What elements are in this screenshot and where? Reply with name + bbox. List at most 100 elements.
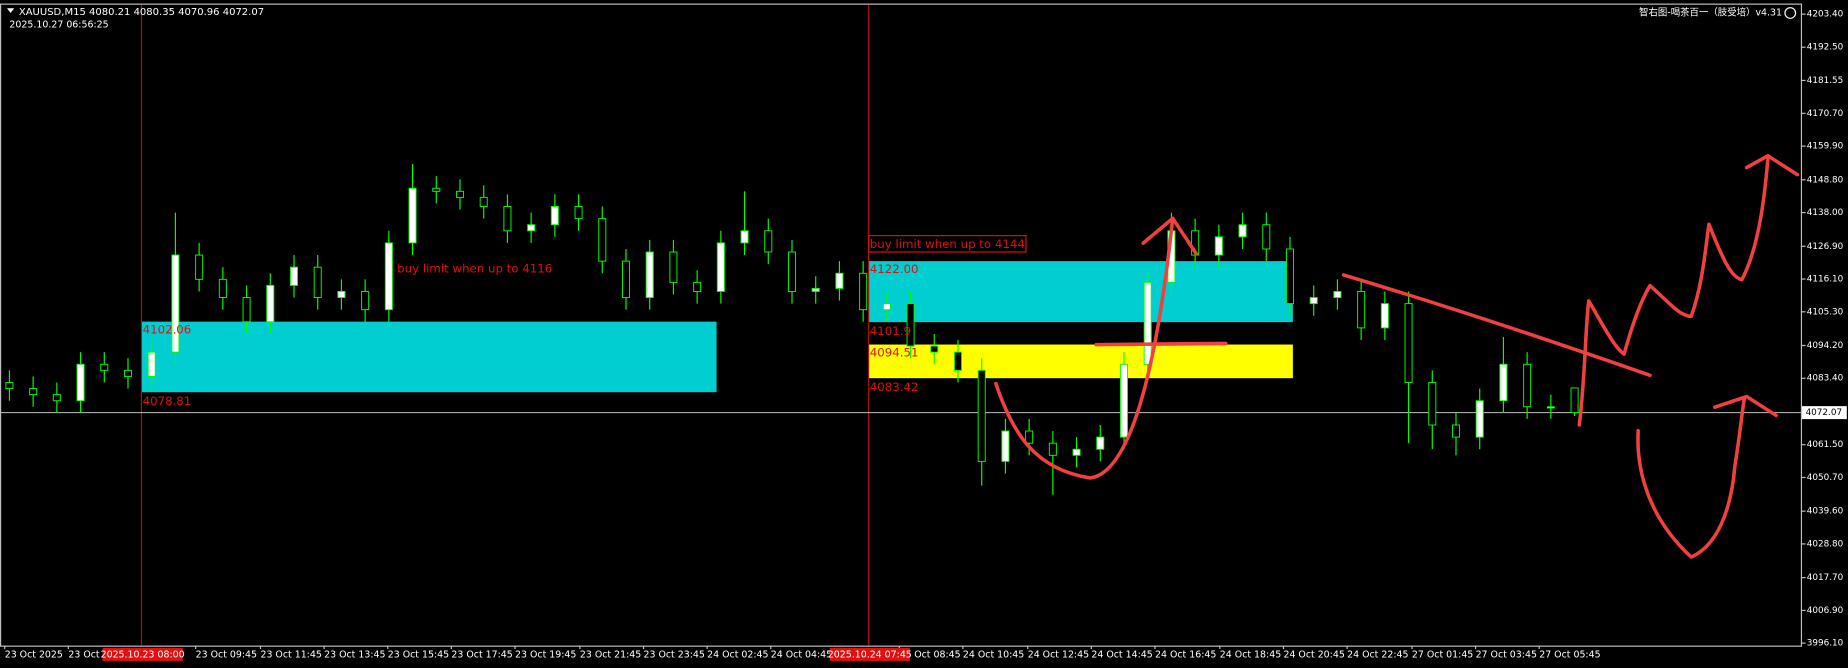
drawn-arrow [1744, 154, 1800, 177]
candle-body [408, 187, 417, 244]
x-tick-label: 23 Oct 23:45 [644, 650, 705, 661]
candle-body [716, 242, 725, 292]
candle-body [100, 363, 109, 371]
zone-top-label: 4122.00 [870, 262, 919, 276]
y-tick-label: 4203.40 [1807, 10, 1844, 20]
candle-body [503, 206, 512, 232]
candle-body [76, 363, 85, 402]
current-price-label: 4072.07 [1806, 408, 1842, 418]
y-tick-label: 4094.20 [1807, 341, 1844, 351]
y-tick-label: 4159.90 [1807, 142, 1844, 152]
drawn-line [1094, 341, 1228, 347]
candle-body [1238, 224, 1247, 238]
x-tick-label: 23 Oct 15:45 [388, 650, 449, 661]
x-tick-label: 24 Oct 10:45 [963, 650, 1024, 661]
candle-body [859, 272, 868, 311]
x-tick-label: 23 Oct 11:45 [260, 650, 321, 661]
candle-body [1451, 424, 1461, 438]
candle-body [29, 388, 38, 396]
indicator-name: 智右图-喝茶百一（肢受培）v4.31 [1639, 6, 1782, 18]
y-tick-label: 3996.10 [1807, 639, 1844, 649]
candle-body [882, 303, 891, 311]
zone [868, 344, 1293, 379]
x-tick-label: 24 Oct 08:45 [899, 650, 960, 661]
candle-body [289, 266, 299, 286]
separator-label: 2025.10.24 07:45 [828, 650, 912, 661]
candle-body [621, 260, 631, 299]
drawings [994, 154, 1800, 559]
candle-body [1333, 290, 1342, 299]
y-tick-label: 4138.00 [1807, 208, 1844, 218]
y-tick-label: 4050.70 [1807, 473, 1844, 483]
candle-body [527, 224, 536, 232]
candle-body [313, 266, 322, 299]
candle-body [1072, 448, 1081, 456]
candle-body [242, 297, 251, 323]
candle-body [1523, 363, 1532, 408]
x-tick-label: 24 Oct 16:45 [1155, 650, 1216, 661]
menu-arrow[interactable] [7, 8, 15, 13]
candle-body [930, 345, 939, 353]
candle-body [977, 369, 986, 462]
y-tick-label: 4006.90 [1807, 606, 1844, 616]
zone-bottom-label: 4083.42 [870, 380, 919, 394]
zone-note: buy limit when up to 4144 [870, 237, 1025, 251]
candle-body [1404, 303, 1413, 383]
datetime: 2025.10.27 06:56:25 [9, 19, 108, 30]
candle-body [1428, 382, 1437, 426]
x-tick-label: 24 Oct 22:45 [1347, 650, 1408, 661]
chart-body: 4203.40 4192.50 4181.55 4170.70 4159.90 4148.… [0, 4, 1847, 661]
y-tick-label: 4061.50 [1807, 440, 1844, 450]
candle-body [1096, 436, 1105, 450]
drawn-u [1636, 397, 1747, 559]
zone-bottom-label: 4101.9 [870, 324, 911, 338]
x-tick-label: 27 Oct 03:45 [1476, 650, 1537, 661]
y-tick-label: 4170.70 [1807, 109, 1844, 119]
candle-body [1119, 363, 1129, 438]
x-tick-label: 23 Oct 13:45 [324, 650, 385, 661]
candle-body [1570, 387, 1579, 414]
candle-body [384, 242, 393, 311]
y-tick-label: 4039.60 [1807, 507, 1844, 517]
zone [141, 321, 717, 393]
candle-body [1380, 303, 1389, 329]
zone-top-label: 4102.06 [143, 322, 192, 336]
x-tick-label: 24 Oct 02:45 [707, 650, 768, 661]
y-tick-label: 4116.10 [1807, 275, 1844, 285]
drawn-arrow [1713, 394, 1778, 418]
y-tick-label: 4192.50 [1807, 43, 1844, 53]
candle-body [906, 303, 915, 347]
candle-body [1025, 430, 1034, 444]
zone-bottom-label: 4078.81 [143, 394, 192, 408]
x-tick-label: 27 Oct 05:45 [1539, 650, 1600, 661]
candle-body [764, 230, 773, 253]
candle-body [574, 206, 583, 220]
x-tick-label: 23 Oct [68, 650, 100, 661]
candle-body [1475, 400, 1484, 438]
separator-label-bg [102, 647, 183, 661]
candle-body [218, 278, 227, 299]
drawn-arrow [1141, 216, 1199, 256]
candle-body [266, 284, 275, 323]
candle-body [740, 230, 749, 244]
candle-body [361, 290, 370, 311]
candle-body [598, 218, 607, 262]
current-price-bg [1802, 406, 1847, 420]
candle-body [835, 272, 844, 289]
candle-body [195, 254, 204, 280]
note-box [868, 235, 1027, 253]
candle-body [5, 382, 14, 390]
candle-body [645, 251, 654, 299]
candle-body [455, 190, 465, 198]
candle-body [1143, 281, 1152, 365]
candle-body [693, 281, 702, 292]
candle-body [432, 187, 441, 192]
zone-note: buy limit when up to 4116 [397, 262, 552, 276]
candle-body [123, 369, 133, 377]
x-tick-label: 23 Oct 09:45 [196, 650, 257, 661]
candle-body [1048, 442, 1057, 456]
separator-label-bg [829, 647, 910, 661]
drawn-curve [994, 216, 1175, 480]
zone [868, 261, 1293, 323]
